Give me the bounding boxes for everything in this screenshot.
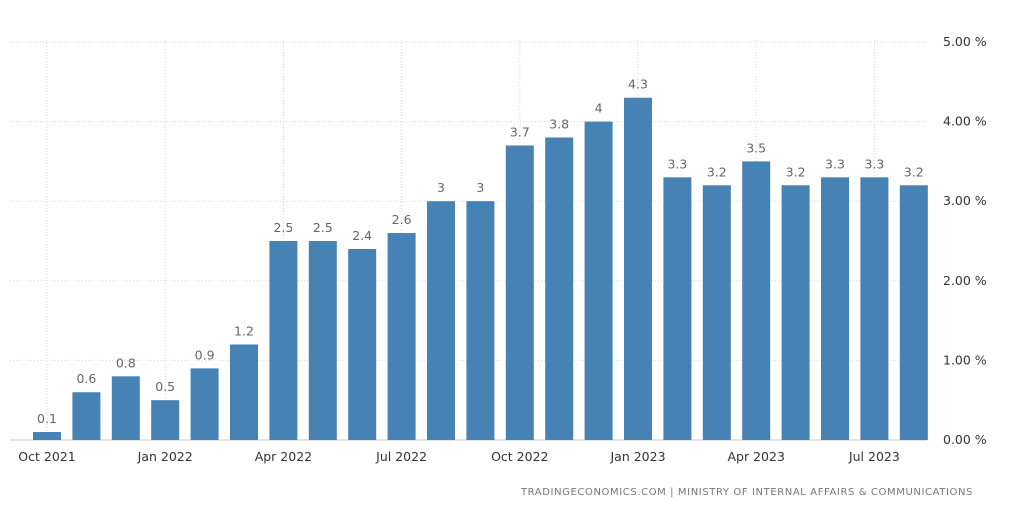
bar <box>72 392 101 440</box>
bar-value-label: 3.2 <box>904 164 924 179</box>
bar <box>702 185 731 440</box>
source-credit: TRADINGECONOMICS.COM | MINISTRY OF INTER… <box>520 487 973 498</box>
x-tick-label: Jul 2023 <box>848 449 900 464</box>
bar-value-label: 3 <box>476 180 484 195</box>
x-tick-label: Jan 2022 <box>137 449 193 464</box>
y-tick-label: 4.00 % <box>943 114 987 129</box>
bar-value-label: 3.7 <box>510 124 530 139</box>
bar-value-label: 3.3 <box>825 156 845 171</box>
bar-value-label: 3.3 <box>864 156 884 171</box>
bar-value-label: 1.2 <box>234 323 254 338</box>
bar <box>348 248 377 440</box>
bar-value-label: 0.8 <box>116 355 136 370</box>
bar <box>663 177 692 440</box>
bar-value-label: 0.9 <box>195 347 215 362</box>
bar-value-label: 3.3 <box>667 156 687 171</box>
bar-value-label: 3.2 <box>707 164 727 179</box>
bar <box>584 121 613 440</box>
bar-value-label: 2.5 <box>313 220 333 235</box>
bar <box>545 137 574 440</box>
y-tick-label: 3.00 % <box>943 193 987 208</box>
x-axis-ticks: Oct 2021 Jan 2022 Apr 2022 Jul 2022 Oct 2022… <box>18 449 900 464</box>
bar <box>505 145 534 441</box>
bar-value-label: 0.6 <box>76 371 96 386</box>
bar-value-label: 3.8 <box>549 117 569 132</box>
x-tick-label: Apr 2023 <box>727 449 784 464</box>
bar <box>190 368 219 440</box>
bar-value-label: 0.5 <box>155 379 175 394</box>
bar <box>742 161 771 440</box>
x-tick-label: Jan 2023 <box>609 449 665 464</box>
y-axis-ticks: 0.00 % 1.00 % 2.00 % 3.00 % 4.00 % 5.00 % <box>943 34 987 447</box>
bar <box>33 432 61 440</box>
bar <box>899 185 928 440</box>
bar <box>624 97 652 440</box>
bars <box>33 97 928 441</box>
y-tick-label: 0.00 % <box>943 432 987 447</box>
bar <box>387 233 416 440</box>
x-tick-label: Jul 2022 <box>375 449 427 464</box>
y-tick-label: 1.00 % <box>943 352 987 367</box>
bar-value-label: 3.2 <box>786 164 806 179</box>
data-labels: 0.1 0.6 0.8 0.5 0.9 1.2 2.5 2.5 2.4 2.6 3 3 3.7 3.8 4 4… <box>37 77 924 426</box>
bar <box>269 241 298 440</box>
bar <box>466 201 495 440</box>
bar <box>427 201 455 440</box>
y-tick-label: 5.00 % <box>943 34 987 49</box>
bar-value-label: 4.3 <box>628 77 648 92</box>
bar <box>860 177 889 440</box>
bar-value-label: 4 <box>595 101 603 116</box>
x-tick-label: Oct 2021 <box>18 449 75 464</box>
bar <box>111 376 140 440</box>
y-tick-label: 2.00 % <box>943 273 987 288</box>
x-tick-label: Oct 2022 <box>491 449 548 464</box>
bar-value-label: 2.5 <box>273 220 293 235</box>
bar-value-label: 2.4 <box>352 228 372 243</box>
bar <box>151 400 180 440</box>
bar <box>308 241 337 440</box>
bar-value-label: 3.5 <box>746 140 766 155</box>
bar <box>230 344 258 440</box>
bar <box>821 177 849 440</box>
bar-value-label: 2.6 <box>392 212 412 227</box>
bar <box>781 185 810 440</box>
x-tick-label: Apr 2022 <box>255 449 312 464</box>
bar-value-label: 0.1 <box>37 411 57 426</box>
bar-value-label: 3 <box>437 180 445 195</box>
